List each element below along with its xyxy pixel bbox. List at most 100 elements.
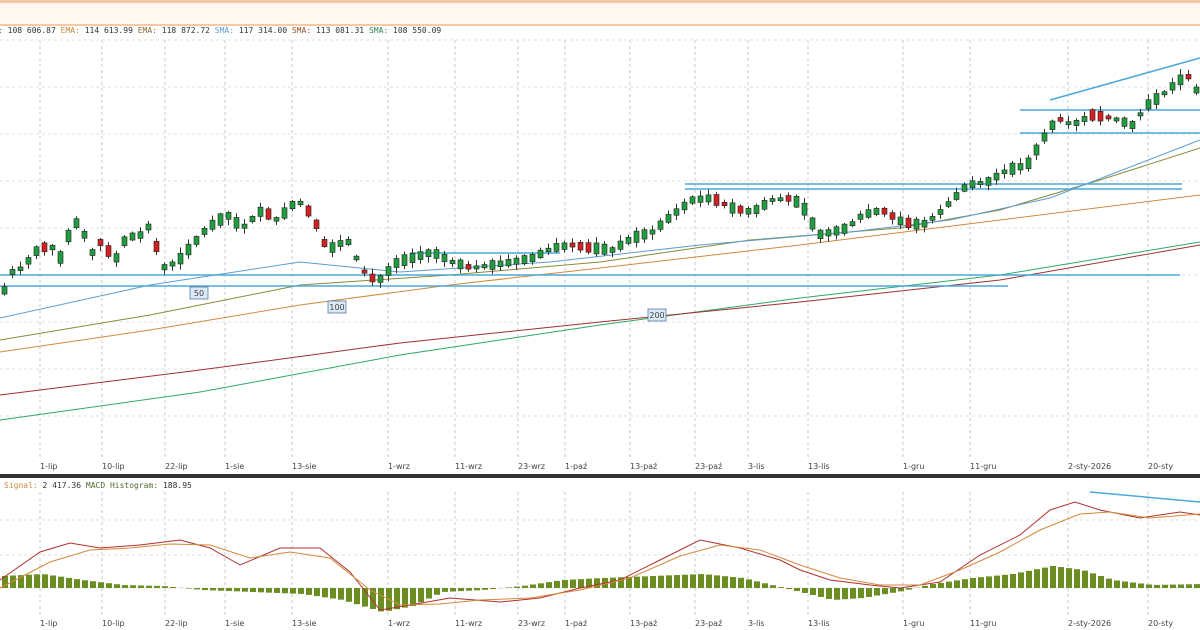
macd-histogram-bar	[50, 575, 56, 588]
macd-histogram-bar	[1010, 574, 1016, 588]
legend-label: Signal:	[4, 481, 43, 490]
macd-histogram-bar	[410, 588, 416, 606]
candle-body	[153, 240, 160, 253]
x-tick-label: 1-lip	[40, 619, 58, 628]
candle-body	[73, 218, 80, 229]
x-tick-label: 13-lis	[808, 619, 830, 628]
candle-body	[1009, 162, 1016, 175]
macd-histogram-bar	[1042, 567, 1048, 588]
candle-body	[545, 247, 552, 253]
macd-histogram-bar	[354, 588, 360, 605]
candle-body	[409, 253, 416, 263]
moving-averages	[0, 139, 1200, 421]
candle-body	[1001, 169, 1008, 174]
macd-histogram-bar	[1186, 584, 1192, 588]
macd-histogram-bar	[746, 579, 752, 588]
macd-histogram-bar	[938, 582, 944, 588]
x-tick-label: 13-lis	[808, 462, 830, 471]
candle-body	[385, 266, 392, 276]
x-tick-label: 1-wrz	[388, 462, 410, 471]
macd-histogram-bar	[162, 586, 168, 588]
candle-body	[177, 252, 184, 265]
legend-value: 113 081.31	[316, 26, 364, 35]
pane-divider[interactable]	[0, 474, 1200, 478]
candle-body	[465, 264, 472, 270]
macd-histogram-bar	[962, 579, 968, 588]
macd-histogram-bar	[138, 585, 144, 588]
macd-histogram-bar	[74, 579, 80, 588]
macd-histogram-bar	[850, 588, 856, 599]
macd-histogram-bar	[1154, 584, 1160, 588]
candle-body	[417, 251, 424, 260]
x-tick-label: 20-sty	[1148, 462, 1173, 471]
candle-body	[897, 216, 904, 225]
candle-body	[1145, 99, 1152, 110]
candle-body	[257, 206, 264, 217]
candle-body	[1169, 82, 1176, 91]
candle-body	[1033, 144, 1040, 156]
macd-histogram-bar	[1178, 584, 1184, 588]
macd-histogram-bar	[442, 588, 448, 592]
macd-histogram-bar	[394, 588, 400, 610]
macd-histogram-bar	[338, 588, 344, 600]
legend-label: EMA:	[56, 26, 85, 35]
candle-body	[921, 219, 928, 228]
candle-body	[145, 223, 152, 231]
x-tick-label: 1-lip	[40, 462, 58, 471]
ma-label-text: 200	[649, 311, 664, 320]
macd-histogram-bar	[1074, 569, 1080, 588]
x-tick-label: 23-paź	[695, 462, 722, 471]
candle-body	[769, 198, 776, 202]
candle-body	[569, 242, 576, 248]
macd-histogram-bar	[2, 575, 8, 588]
candle-body	[625, 237, 632, 244]
macd-histogram-bar	[90, 581, 96, 588]
macd-histogram-bar	[34, 574, 40, 588]
candle-body	[305, 205, 312, 217]
macd-histogram-bar	[1050, 566, 1056, 588]
macd-histogram-bar	[186, 588, 192, 589]
support-resistance-lines	[0, 57, 1200, 287]
candle-body	[353, 255, 360, 261]
candle-body	[1089, 109, 1096, 121]
x-tick-label: 1-sie	[225, 619, 244, 628]
macd-histogram-bar	[818, 588, 824, 597]
ema-fast-line	[0, 194, 1200, 353]
x-tick-label: 1-gru	[903, 462, 924, 471]
macd-histogram-bar	[58, 576, 64, 588]
candle-body	[985, 177, 992, 186]
candle-body	[1161, 91, 1168, 96]
candle-body	[713, 194, 720, 206]
candle-body	[961, 184, 968, 192]
macd-histogram-bar	[858, 588, 864, 599]
legend-value: 114 613.99	[85, 26, 133, 35]
macd-histogram-bar	[1130, 582, 1136, 588]
candle-body	[1065, 121, 1072, 125]
macd-histogram-bar	[826, 588, 832, 599]
macd-histogram-bar	[794, 588, 800, 591]
candle-body	[113, 253, 120, 263]
macd-signal-line	[0, 511, 1200, 606]
macd-histogram-bar	[946, 581, 952, 588]
macd-histogram-bar	[554, 580, 560, 588]
macd-histogram-bar	[770, 585, 776, 588]
macd-histogram-bar	[930, 584, 936, 588]
candle-body	[1049, 120, 1056, 130]
macd-histogram-bar	[610, 577, 616, 588]
macd-histogram-bar	[922, 585, 928, 588]
macd-histogram-bar	[1114, 580, 1120, 588]
candle-body	[289, 200, 296, 210]
candle-body	[1185, 74, 1192, 80]
x-tick-label: 23-paź	[695, 619, 722, 628]
candle-body	[337, 240, 344, 247]
macd-histogram-bar	[122, 585, 128, 588]
candlesticks	[1, 69, 1200, 296]
macd-histogram-bar	[538, 583, 544, 588]
macd-histogram-bar	[1162, 584, 1168, 588]
x-tick-label: 22-lip	[165, 462, 188, 471]
x-tick-label: 1-paź	[565, 462, 587, 471]
legend-label: EMA:	[133, 26, 162, 35]
x-tick-label: 11-gru	[970, 619, 997, 628]
candle-body	[65, 229, 72, 243]
